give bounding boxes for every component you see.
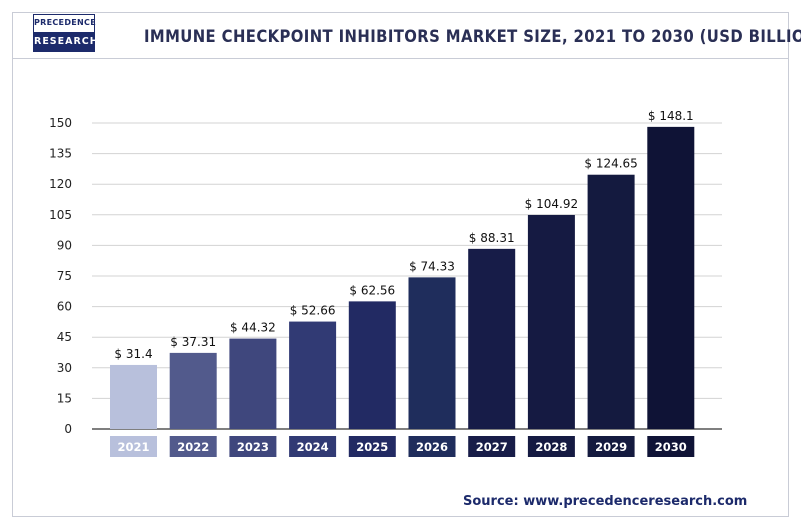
bar-2028 <box>527 214 575 429</box>
precedence-research-logo: PRECEDENCE RESEARCH <box>33 14 98 52</box>
value-label-2027: $ 88.31 <box>469 231 515 245</box>
category-box-2030 <box>647 436 695 457</box>
value-label-2026: $ 74.33 <box>409 259 455 273</box>
bar-2027 <box>468 248 516 429</box>
bar-2030 <box>647 126 695 429</box>
bar-2029 <box>587 174 635 429</box>
category-label-2025: 2025 <box>356 440 388 454</box>
value-label-2030: $ 148.1 <box>648 109 694 123</box>
category-label-2024: 2024 <box>297 440 329 454</box>
category-label-2028: 2028 <box>535 440 567 454</box>
category-label-2027: 2027 <box>476 440 508 454</box>
y-tick-label: 135 <box>49 147 72 161</box>
bar-2023 <box>229 338 277 429</box>
bar-2025 <box>348 301 396 429</box>
bar-2024 <box>289 321 337 429</box>
category-label-2022: 2022 <box>177 440 209 454</box>
value-labels: $ 31.4 $ 37.31 $ 44.32 $ 52.66 $ 62.56 $ 74.3… <box>114 109 693 361</box>
source-credit: Source: www.precedenceresearch.com <box>463 494 748 509</box>
category-label-2023: 2023 <box>237 440 269 454</box>
y-tick-label: 60 <box>57 300 72 314</box>
category-box-2027 <box>468 436 516 457</box>
value-label-2029: $ 124.65 <box>584 157 637 171</box>
category-box-2024 <box>289 436 337 457</box>
value-label-2028: $ 104.92 <box>525 197 578 211</box>
category-box-2022 <box>169 436 217 457</box>
category-label-2029: 2029 <box>595 440 627 454</box>
value-label-2021: $ 31.4 <box>114 347 152 361</box>
category-label-2021: 2021 <box>117 440 149 454</box>
y-tick-label: 15 <box>57 391 72 405</box>
value-label-2025: $ 62.56 <box>349 283 395 297</box>
logo-line-1: PRECEDENCE <box>34 18 96 27</box>
logo-line-2: RESEARCH <box>34 32 98 51</box>
category-box-2026 <box>408 436 456 457</box>
category-box-2029 <box>587 436 635 457</box>
y-tick-label: 75 <box>57 269 72 283</box>
y-axis-ticks: 0 15 30 45 60 75 90 105 120 135 150 <box>49 116 72 436</box>
value-label-2023: $ 44.32 <box>230 321 276 335</box>
y-tick-label: 45 <box>57 330 72 344</box>
category-box-2028 <box>527 436 575 457</box>
y-tick-label: 120 <box>49 177 72 191</box>
header-divider <box>12 58 789 59</box>
value-label-2022: $ 37.31 <box>170 335 216 349</box>
category-labels: 2021 2022 2023 2024 2025 2026 2027 2028 2029 2030 <box>110 436 695 457</box>
bar-2022 <box>169 352 217 429</box>
bar-2021 <box>110 364 157 429</box>
chart-title: IMMUNE CHECKPOINT INHIBITORS MARKET SIZE… <box>144 27 801 46</box>
category-box-2025 <box>348 436 396 457</box>
category-label-2026: 2026 <box>416 440 448 454</box>
y-tick-label: 0 <box>64 422 72 436</box>
category-box-2021 <box>110 436 157 457</box>
category-label-2030: 2030 <box>655 440 687 454</box>
bar-2026 <box>408 277 456 429</box>
y-tick-label: 90 <box>57 238 72 252</box>
value-label-2024: $ 52.66 <box>290 304 336 318</box>
bars <box>110 126 695 429</box>
category-box-2023 <box>229 436 277 457</box>
y-tick-label: 150 <box>49 116 72 130</box>
y-tick-label: 105 <box>49 208 72 222</box>
y-tick-label: 30 <box>57 361 72 375</box>
